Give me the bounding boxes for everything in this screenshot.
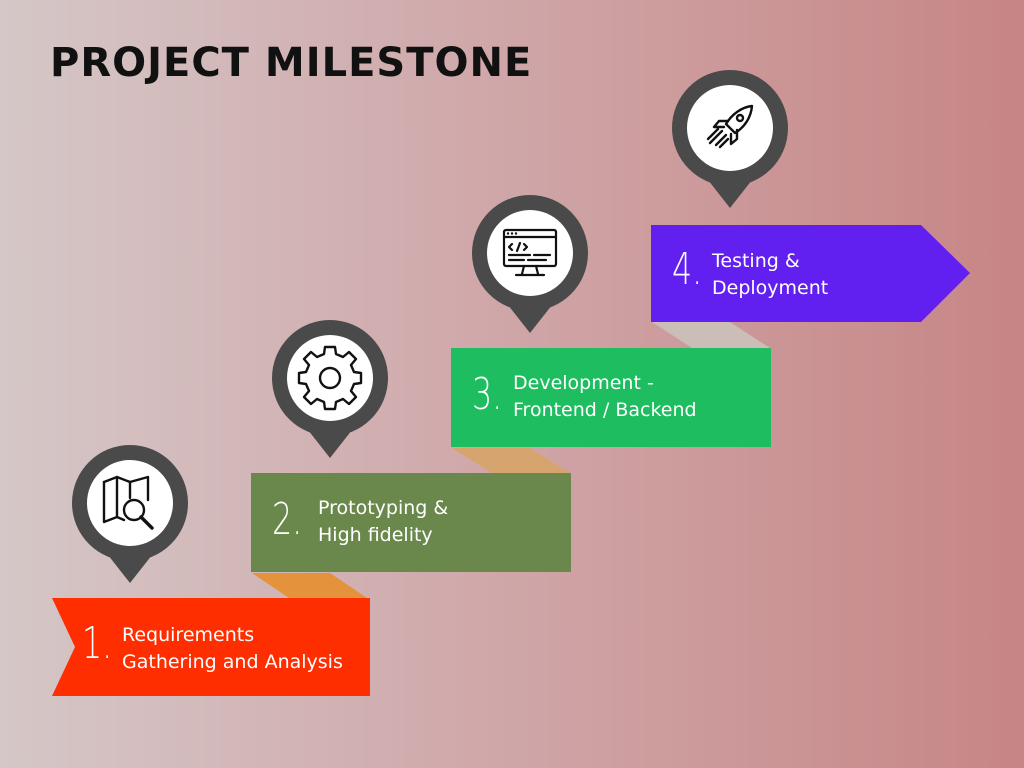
step-3-block xyxy=(451,348,771,447)
step-3-number: 3. xyxy=(472,369,503,420)
step-1-label: Requirements Gathering and Analysis xyxy=(122,622,343,676)
step-3-label: Development - Frontend / Backend xyxy=(513,370,697,424)
step-1-label-line1: Requirements xyxy=(122,624,255,646)
step-2-block xyxy=(251,473,571,572)
pin-3 xyxy=(472,195,588,333)
step-3-label-line2: Frontend / Backend xyxy=(513,399,697,421)
step-4-number: 4. xyxy=(672,244,703,295)
step-2-label-line1: Prototyping & xyxy=(318,497,449,519)
pin-2 xyxy=(272,320,388,458)
step-1-number: 1. xyxy=(82,618,113,669)
step-2-label-line2: High fidelity xyxy=(318,524,433,546)
pin-4 xyxy=(672,70,788,208)
rocket-icon xyxy=(706,104,754,149)
step-4-label-line1: Testing & xyxy=(712,250,800,272)
code-monitor-icon xyxy=(502,228,558,277)
connector-2-3 xyxy=(452,448,570,473)
connector-3-4 xyxy=(652,322,770,348)
step-1-block xyxy=(52,598,370,696)
page-title: PROJECT MILESTONE xyxy=(50,40,533,86)
step-2-label: Prototyping & High fidelity xyxy=(318,495,448,549)
step-4-label: Testing & Deployment xyxy=(712,248,828,302)
step-3-label-line1: Development - xyxy=(513,372,654,394)
gear-icon xyxy=(297,345,363,411)
step-4-block xyxy=(651,225,970,322)
map-search-icon xyxy=(102,475,154,530)
step-1-label-line2: Gathering and Analysis xyxy=(122,651,343,673)
pin-1 xyxy=(72,445,188,583)
step-4-label-line2: Deployment xyxy=(712,277,829,299)
step-2-number: 2. xyxy=(272,494,303,545)
connector-1-2 xyxy=(252,573,370,600)
